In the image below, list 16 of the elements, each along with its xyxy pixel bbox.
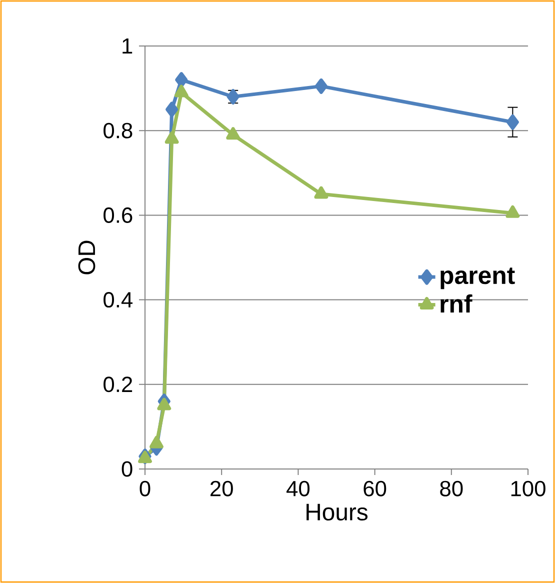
x-tick-label: 0 bbox=[140, 480, 150, 496]
y-axis-title: OD bbox=[78, 240, 96, 274]
x-tick-label: 60 bbox=[364, 480, 386, 496]
y-tick-label: 0.6 bbox=[104, 207, 132, 223]
x-tick-label: 80 bbox=[440, 480, 463, 496]
y-tick-label: 0.2 bbox=[104, 376, 132, 392]
x-tick-label: 40 bbox=[286, 480, 310, 496]
y-tick-label: 1 bbox=[122, 38, 132, 54]
x-tick-label: 20 bbox=[210, 480, 233, 496]
x-tick-label: 100 bbox=[511, 480, 546, 496]
legend-label: parent bbox=[440, 268, 515, 290]
y-tick-label: 0 bbox=[122, 461, 132, 477]
y-tick-label: 0.8 bbox=[104, 122, 132, 138]
x-axis-title: Hours bbox=[306, 504, 368, 521]
legend-label: rnf bbox=[440, 294, 472, 312]
y-tick-label: 0.4 bbox=[104, 292, 133, 308]
